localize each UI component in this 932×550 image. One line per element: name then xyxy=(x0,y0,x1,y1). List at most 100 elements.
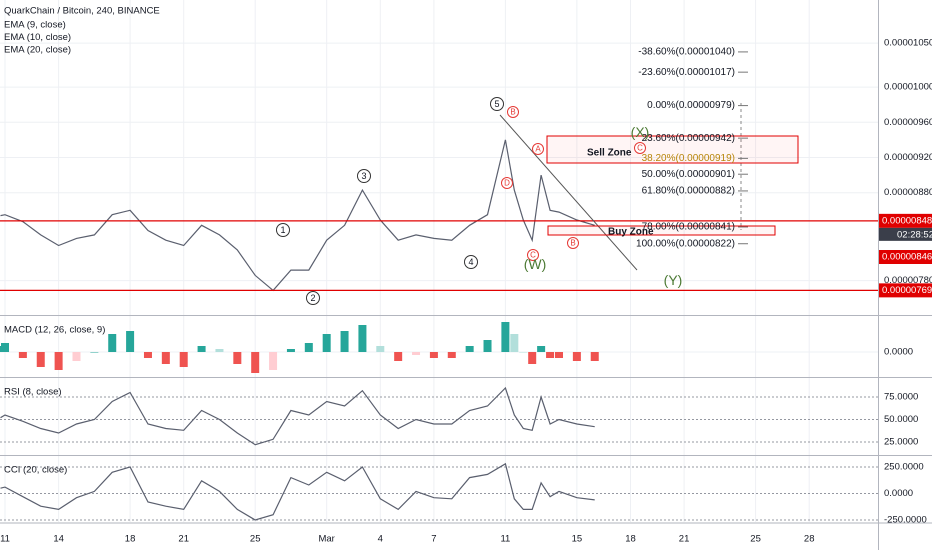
macd-bar xyxy=(179,352,188,367)
macd-bar xyxy=(429,352,438,358)
macd-bar xyxy=(555,352,564,358)
fib-label: 100.00%(0.00000822) xyxy=(636,238,735,249)
y-tick-label: 0.00000960 xyxy=(884,117,932,128)
wave-label: 5 xyxy=(494,99,499,109)
grid xyxy=(0,0,878,522)
panel-title: QuarkChain / Bitcoin, 240, BINANCE xyxy=(4,6,160,17)
sell-zone xyxy=(546,135,799,164)
y-tick-label: 0.0000 xyxy=(884,488,913,499)
fib-label: -23.60%(0.00001017) xyxy=(638,67,735,78)
wave-label: (X) xyxy=(631,124,650,140)
x-tick-label: 14 xyxy=(53,534,64,545)
macd-bar xyxy=(215,349,224,352)
price-tag-label: 0.00000848 xyxy=(882,215,932,226)
macd-bar xyxy=(528,352,537,364)
macd-bar xyxy=(54,352,63,370)
x-tick-label: 21 xyxy=(178,534,189,545)
y-tick-label: 0.00001050 xyxy=(884,38,932,49)
macd-bar xyxy=(269,352,278,370)
fib-label: 61.80%(0.00000882) xyxy=(642,186,735,197)
zone-label: Buy Zone xyxy=(608,227,654,238)
wave-label: D xyxy=(504,179,510,188)
x-tick-label: 15 xyxy=(572,534,583,545)
wave-label: C xyxy=(530,251,536,260)
macd-bar xyxy=(90,352,99,353)
macd-bar xyxy=(161,352,170,364)
wave-label: 4 xyxy=(468,257,473,267)
wave-marker xyxy=(490,97,504,111)
x-tick-label: 7 xyxy=(431,534,436,545)
macd-bar xyxy=(286,349,295,352)
x-tick-label: Mar xyxy=(318,534,334,545)
price-line xyxy=(0,462,595,521)
wave-marker xyxy=(276,223,290,237)
plot: Sell Zone Buy Zone -38.60%(0.00001040) -23.… xyxy=(0,47,878,521)
wave-label: C xyxy=(637,144,643,153)
countdown: 02:28:52 xyxy=(897,229,932,240)
price-line xyxy=(0,139,595,292)
y-tick-label: 75.0000 xyxy=(884,392,918,403)
y-tick-label: -250.0000 xyxy=(884,515,927,526)
price-tag-label: 0.00000846 xyxy=(882,252,932,263)
macd-bar xyxy=(590,352,599,361)
price-tag xyxy=(879,250,932,264)
macd-bar xyxy=(376,346,385,352)
price-tag-label: 0.00000769 xyxy=(882,285,932,296)
wave-marker xyxy=(464,255,478,269)
wave-label: 3 xyxy=(361,171,366,181)
macd-bar xyxy=(143,352,152,358)
macd-bar xyxy=(197,346,206,352)
macd-bar xyxy=(412,352,421,355)
study-legend: EMA (9, close) xyxy=(4,20,66,31)
wave-label: A xyxy=(535,145,541,154)
y-tick-label: 25.0000 xyxy=(884,437,918,448)
fib-label: 38.20%(0.00000919) xyxy=(642,153,735,164)
wave-label: (Y) xyxy=(664,272,683,288)
macd-bar xyxy=(18,352,27,358)
panel-title: MACD (12, 26, close, 9) xyxy=(4,325,105,336)
study-legend: EMA (20, close) xyxy=(4,45,71,56)
study-legend: EMA (10, close) xyxy=(4,32,71,43)
price-tag xyxy=(879,283,932,298)
macd-bar xyxy=(72,352,81,361)
fib-label: 78.00%(0.00000841) xyxy=(642,222,735,233)
x-tick-label: 21 xyxy=(679,534,690,545)
wave-label: B xyxy=(510,108,515,117)
macd-bar xyxy=(340,331,349,352)
trend-line xyxy=(499,114,638,271)
macd-bar xyxy=(394,352,403,361)
price-line xyxy=(0,386,595,446)
fib-label: 50.00%(0.00000901) xyxy=(642,169,735,180)
wave-marker xyxy=(532,143,544,155)
y-tick-label: 50.0000 xyxy=(884,414,918,425)
wave-marker xyxy=(527,249,539,261)
x-tick-label: 28 xyxy=(804,534,815,545)
wave-label: B xyxy=(570,239,575,248)
y-tick-label: 0.00000780 xyxy=(884,275,932,286)
x-tick-label: 18 xyxy=(125,534,136,545)
macd-bar xyxy=(36,352,45,367)
macd-bar xyxy=(465,346,474,352)
wave-marker xyxy=(507,106,519,118)
fib-label: 0.00%(0.00000979) xyxy=(647,100,735,111)
macd-bar xyxy=(108,334,117,352)
x-tick-label: 18 xyxy=(625,534,636,545)
y-tick-label: 0.00000920 xyxy=(884,152,932,163)
x-tick-label: 25 xyxy=(750,534,761,545)
macd-bar xyxy=(322,334,331,352)
panel-title: CCI (20, close) xyxy=(4,465,67,476)
fib-label: 23.60%(0.00000942) xyxy=(642,133,735,144)
x-tick-label: 25 xyxy=(250,534,261,545)
y-tick-label: 250.0000 xyxy=(884,462,924,473)
y-tick-label: 0.0000 xyxy=(884,347,913,358)
wave-marker xyxy=(501,177,513,189)
macd-bar xyxy=(501,322,510,352)
macd-bar xyxy=(537,346,546,352)
macd-bar xyxy=(572,352,581,361)
fib-label: -38.60%(0.00001040) xyxy=(638,47,735,58)
macd-bar xyxy=(1,343,10,352)
price-tag xyxy=(879,213,932,228)
wave-marker xyxy=(634,142,646,154)
